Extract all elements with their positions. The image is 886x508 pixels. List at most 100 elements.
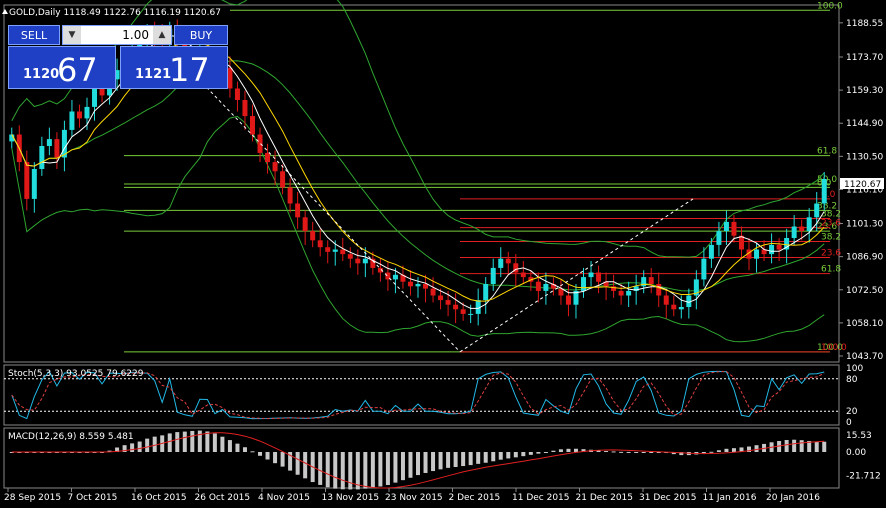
macd-bar (273, 452, 278, 464)
sell-price-prefix: 1120 (23, 67, 60, 82)
macd-bar (363, 452, 368, 489)
middle-band-line (11, 60, 825, 292)
time-tick-label: 31 Dec 2015 (639, 493, 697, 503)
time-tick-label: 11 Jan 2016 (703, 493, 757, 503)
macd-bar (739, 447, 744, 452)
candle-body (265, 152, 271, 163)
symbol-header: GOLD,Daily 1118.49 1122.76 1116.19 1120.… (9, 8, 221, 18)
sell-button[interactable]: SELL (8, 25, 60, 45)
candle-body (438, 295, 444, 301)
stoch-axis-label: 100 (846, 364, 863, 374)
header-collapse-icon[interactable] (2, 9, 8, 14)
upper-band-line (11, 0, 825, 258)
candle-body (716, 231, 722, 245)
price-tick-label: 1043.70 (846, 352, 883, 362)
candle-body (370, 258, 376, 268)
candle-body (287, 187, 293, 204)
macd-bar (152, 436, 157, 452)
macd-bar (468, 452, 473, 466)
candle-body (535, 281, 541, 291)
candle-body (723, 221, 729, 232)
candle-body (400, 274, 406, 282)
macd-bar (656, 452, 661, 453)
macd-bar (716, 450, 721, 452)
macd-bar (340, 452, 345, 490)
candle-body (114, 70, 120, 80)
fib-label-small: 61.8 (821, 265, 841, 275)
candle-body (257, 134, 263, 153)
candle-body (490, 267, 496, 285)
candle-body (302, 217, 308, 232)
candle-body (340, 249, 346, 255)
candle-body (520, 272, 526, 278)
sell-price-box[interactable]: 1120 67 (8, 46, 116, 89)
macd-bar (122, 445, 127, 452)
macd-bar (596, 450, 601, 452)
macd-axis: 15.53 0.00 -21.712 (846, 431, 881, 482)
macd-bar (416, 452, 420, 476)
macd-bar (288, 452, 293, 471)
candle-body (671, 304, 677, 310)
sell-price-big: 67 (57, 51, 98, 89)
macd-bar (400, 452, 405, 481)
macd-bar (145, 438, 150, 452)
stoch-plot (4, 370, 839, 420)
price-tick-label: 1130.50 (846, 152, 883, 162)
candle-body (806, 217, 812, 232)
candle-body (641, 277, 647, 287)
candle-body (550, 284, 556, 289)
macd-bar (348, 452, 353, 490)
candle-body (738, 235, 744, 250)
candle-body (754, 249, 760, 259)
candle-body (445, 300, 451, 305)
macd-bar (581, 449, 586, 452)
buy-price-box[interactable]: 1121 17 (120, 46, 228, 89)
volume-up-icon[interactable]: ▲ (153, 26, 171, 44)
candle-body (686, 295, 692, 308)
macd-bar (558, 449, 563, 452)
candle-body (746, 249, 752, 259)
buy-button[interactable]: BUY (174, 25, 228, 45)
candle-body (24, 162, 30, 199)
macd-bar (528, 452, 533, 455)
macd-bar (197, 430, 202, 452)
macd-bar (566, 448, 571, 452)
macd-bar (100, 452, 105, 453)
macd-bar (325, 452, 330, 488)
macd-bar (453, 452, 458, 468)
candle-body (423, 284, 429, 289)
macd-bar (641, 452, 646, 453)
stoch-axis-label: 80 (846, 375, 858, 385)
macd-bar (709, 451, 714, 453)
candle-body (460, 309, 466, 314)
candle-body (39, 146, 45, 170)
stoch-frame (3, 364, 840, 426)
volume-down-icon[interactable]: ▼ (63, 26, 81, 44)
candle-body (543, 284, 549, 291)
time-tick-label: 7 Oct 2015 (68, 493, 118, 503)
price-tick-label: 1116.10 (846, 185, 883, 195)
candle-body (249, 116, 255, 135)
macd-bar (265, 452, 270, 460)
macd-bar (491, 452, 496, 462)
volume-field[interactable]: ▼ 1.00 ▲ (62, 25, 172, 45)
macd-bar (461, 452, 466, 467)
candle-body (227, 67, 233, 89)
candle-body (618, 290, 624, 296)
candle-body (347, 254, 353, 259)
price-tick-label: 1188.55 (846, 19, 883, 29)
macd-bar (483, 452, 488, 463)
macd-bar (731, 448, 736, 452)
price-axis: 1188.55 1173.70 1159.30 1144.90 1130.50 1116.… (839, 19, 883, 362)
candle-body (821, 178, 827, 204)
candle-body (581, 277, 587, 291)
candle-body (483, 284, 489, 301)
volume-value[interactable]: 1.00 (122, 28, 149, 42)
macd-bar (573, 448, 578, 452)
macd-bar (318, 452, 323, 485)
stoch-axis-label: 20 (846, 407, 858, 417)
price-tick-label: 1144.90 (846, 119, 883, 129)
macd-bar (679, 452, 684, 456)
candle-body (505, 258, 511, 264)
